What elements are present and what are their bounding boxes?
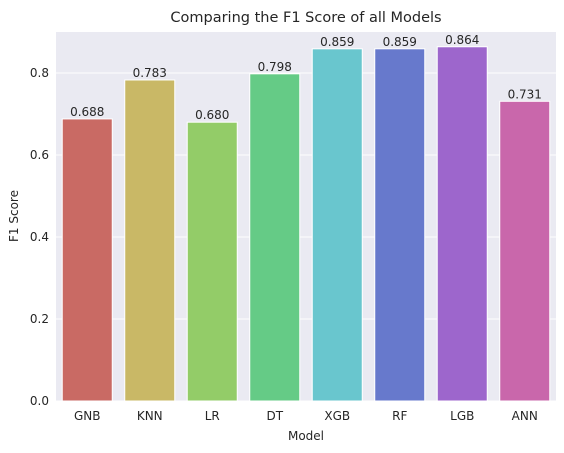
- y-tick-label: 0.6: [30, 148, 49, 162]
- bar-xgb: [311, 48, 363, 402]
- value-label-knn: 0.783: [133, 66, 167, 80]
- bar-ann: [499, 100, 551, 402]
- value-label-lgb: 0.864: [445, 33, 479, 47]
- value-label-ann: 0.731: [508, 87, 542, 101]
- y-tick-label: 0.0: [30, 394, 49, 408]
- x-tick-label-lr: LR: [205, 409, 220, 423]
- value-label-dt: 0.798: [258, 60, 292, 74]
- value-label-rf: 0.859: [383, 35, 417, 49]
- y-tick-label: 0.2: [30, 312, 49, 326]
- x-tick-label-ann: ANN: [512, 409, 538, 423]
- bar-gnb: [61, 118, 113, 402]
- value-label-lr: 0.680: [195, 108, 229, 122]
- x-tick-label-rf: RF: [392, 409, 407, 423]
- y-axis-label: F1 Score: [7, 190, 21, 242]
- bar-rf: [374, 48, 426, 402]
- x-tick-label-xgb: XGB: [324, 409, 350, 423]
- bar-lgb: [436, 46, 488, 402]
- y-tick-label: 0.8: [30, 66, 49, 80]
- x-tick-label-gnb: GNB: [74, 409, 101, 423]
- x-tick-label-knn: KNN: [137, 409, 163, 423]
- x-tick-label-lgb: LGB: [450, 409, 474, 423]
- y-tick-label: 0.4: [30, 230, 49, 244]
- plot-area: 0.0 0.2 0.4 0.6 0.8 0.688 GNB 0.783 KNN 0.680 LR 0.…: [30, 32, 556, 423]
- value-label-gnb: 0.688: [70, 105, 104, 119]
- value-label-xgb: 0.859: [320, 35, 354, 49]
- bar-knn: [124, 79, 176, 402]
- bar-dt: [249, 73, 301, 402]
- bar-lr: [186, 121, 238, 402]
- x-axis-label: Model: [288, 429, 324, 443]
- chart-title: Comparing the F1 Score of all Models: [170, 10, 441, 26]
- x-tick-label-dt: DT: [266, 409, 283, 423]
